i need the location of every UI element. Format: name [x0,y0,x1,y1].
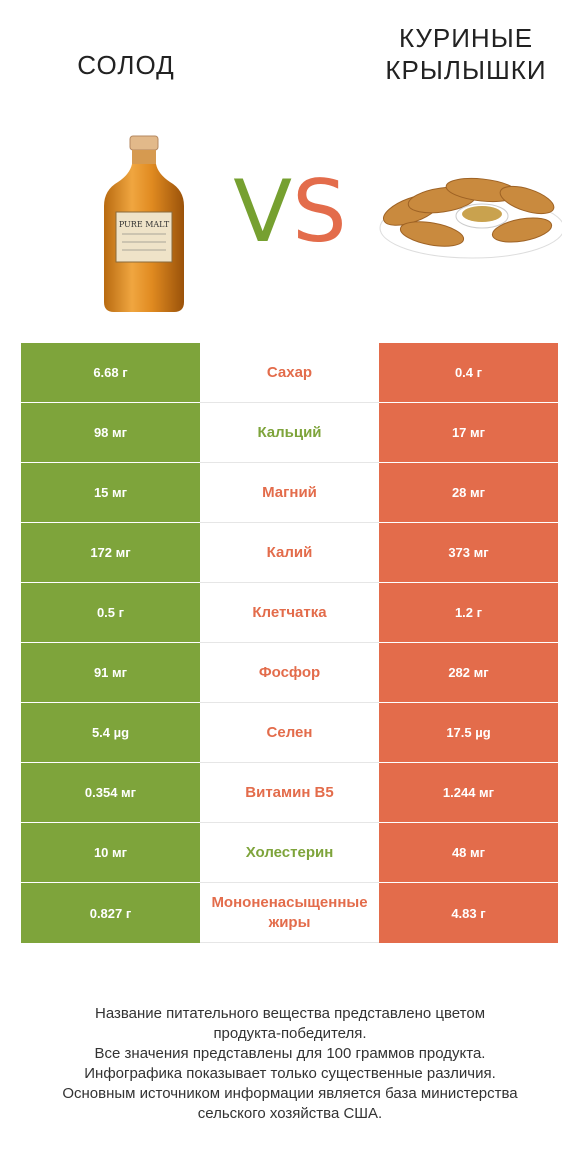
footer-line: Основным источником информации является … [62,1085,518,1102]
left-value: 0.5 г [21,583,200,643]
right-value: 282 мг [379,643,558,703]
nutrient-name: Мононенасыщенные жиры [200,883,379,943]
nutrient-name: Магний [200,463,379,523]
nutrient-name: Витамин B5 [200,763,379,823]
footer-note: Название питательного вещества представл… [20,1004,560,1124]
nutrient-name: Фосфор [200,643,379,703]
table-row: 0.5 г Клетчатка 1.2 г [21,583,558,643]
left-value: 5.4 µg [21,703,200,763]
right-value: 1.244 мг [379,763,558,823]
nutrient-name: Калий [200,523,379,583]
right-value: 4.83 г [379,883,558,943]
right-value: 1.2 г [379,583,558,643]
vs-v-letter: V [233,162,293,262]
table-row: 15 мг Магний 28 мг [21,463,558,523]
footer-line: продукта-победителя. [213,1025,367,1042]
footer-line: Инфографика показывает только существенн… [84,1065,496,1082]
right-value: 17.5 µg [379,703,558,763]
left-value: 91 мг [21,643,200,703]
left-product-title: СОЛОД [77,50,175,80]
nutrient-name: Селен [200,703,379,763]
table-row: 0.354 мг Витамин B5 1.244 мг [21,763,558,823]
table-row: 172 мг Калий 373 мг [21,523,558,583]
footer-line: сельского хозяйства США. [197,1105,383,1122]
left-value: 6.68 г [21,343,200,403]
right-value: 373 мг [379,523,558,583]
vs-label: VS [222,162,358,262]
chicken-wings-image [379,177,562,259]
footer-line: Название питательного вещества представл… [94,1005,486,1022]
nutrient-name: Кальций [200,403,379,463]
table-row: 91 мг Фосфор 282 мг [21,643,558,703]
table-row: 5.4 µg Селен 17.5 µg [21,703,558,763]
table-row: 6.68 г Сахар 0.4 г [21,343,558,403]
nutrient-name: Сахар [200,343,379,403]
right-title-line1: КУРИНЫЕ [398,23,534,53]
comparison-table: 6.68 г Сахар 0.4 г 98 мг Кальций 17 мг 15 мг Ма… [21,343,558,943]
table-row: 98 мг Кальций 17 мг [21,403,558,463]
right-value: 48 мг [379,823,558,883]
right-product-title: КУРИНЫЕ КРЫЛЫШКИ [352,22,580,86]
nutrient-name: Холестерин [200,823,379,883]
right-value: 0.4 г [379,343,558,403]
left-value: 172 мг [21,523,200,583]
footer-line: Все значения представлены для 100 граммо… [94,1045,486,1062]
whisky-bottle-image: PURE MALT [104,135,184,312]
vs-s-letter: S [292,162,347,262]
right-value: 17 мг [379,403,558,463]
left-value: 98 мг [21,403,200,463]
left-value: 10 мг [21,823,200,883]
table-row: 10 мг Холестерин 48 мг [21,823,558,883]
right-title-line2: КРЫЛЫШКИ [385,55,547,85]
table-row: 0.827 г Мононенасыщенные жиры 4.83 г [21,883,558,943]
bottle-label-text: PURE MALT [119,220,170,229]
right-value: 28 мг [379,463,558,523]
left-value: 0.827 г [21,883,200,943]
left-value: 0.354 мг [21,763,200,823]
left-value: 15 мг [21,463,200,523]
nutrient-name: Клетчатка [200,583,379,643]
